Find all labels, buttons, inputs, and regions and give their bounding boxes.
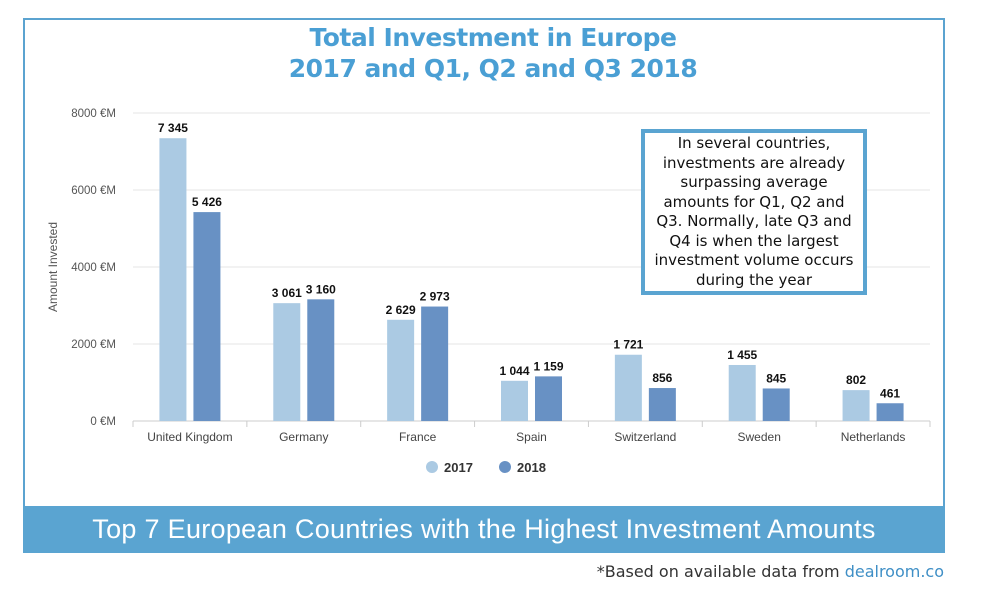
bottom-banner: Top 7 European Countries with the Highes… [23,506,945,553]
data-label: 1 159 [533,359,563,373]
bar-2017 [842,390,870,421]
bar-2018 [876,403,904,421]
x-category-label: France [399,430,437,444]
data-label: 3 061 [272,286,302,300]
callout-box: In several countries, investments are al… [641,129,867,295]
data-label: 1 044 [499,364,529,378]
data-label: 7 345 [158,121,188,135]
data-label: 802 [846,373,866,387]
bar-2018 [648,388,676,421]
bar-2018 [307,299,335,421]
y-axis-label: Amount Invested [46,222,60,312]
legend-swatch-2018 [499,461,511,473]
chart-title: Total Investment in Europe 2017 and Q1, … [0,22,986,84]
data-label: 5 426 [192,195,222,209]
bar-2018 [535,376,562,421]
x-category-label: Switzerland [614,430,676,444]
legend-label-2018: 2018 [517,460,546,475]
data-label: 461 [880,386,900,400]
legend-label-2017: 2017 [444,460,473,475]
x-category-label: Spain [516,430,547,444]
bar-2017 [728,364,756,421]
bar-2017 [614,354,642,421]
source-brand-link[interactable]: dealroom.co [844,562,944,581]
x-category-label: Netherlands [841,430,906,444]
data-label: 2 629 [386,303,416,317]
bar-2018 [762,388,790,421]
data-label: 1 721 [613,338,643,352]
y-tick-label: 2000 €M [71,339,116,351]
y-tick-label: 8000 €M [71,108,116,120]
footnote-prefix: *Based on available data from [596,562,845,581]
legend-swatch-2017 [426,461,438,473]
bar-2018 [421,306,449,421]
bar-2017 [387,319,415,421]
data-label: 845 [766,371,786,385]
title-line-2: 2017 and Q1, Q2 and Q3 2018 [288,54,698,83]
y-tick-label: 6000 €M [71,185,116,197]
x-category-label: Germany [279,430,328,444]
x-category-label: Sweden [738,430,781,444]
title-line-1: Total Investment in Europe [309,23,677,52]
callout-text: In several countries, investments are al… [654,134,854,289]
data-label: 2 973 [420,290,450,304]
bar-2017 [501,380,528,421]
source-footnote: *Based on available data from dealroom.c… [597,562,944,581]
bar-2018 [193,212,221,421]
bar-2017 [159,138,187,421]
y-tick-label: 0 €M [90,416,116,428]
y-tick-label: 4000 €M [71,262,116,274]
data-label: 1 455 [727,348,757,362]
bar-2017 [273,303,301,421]
x-category-label: United Kingdom [147,430,232,444]
data-label: 856 [652,371,672,385]
data-label: 3 160 [306,282,336,296]
